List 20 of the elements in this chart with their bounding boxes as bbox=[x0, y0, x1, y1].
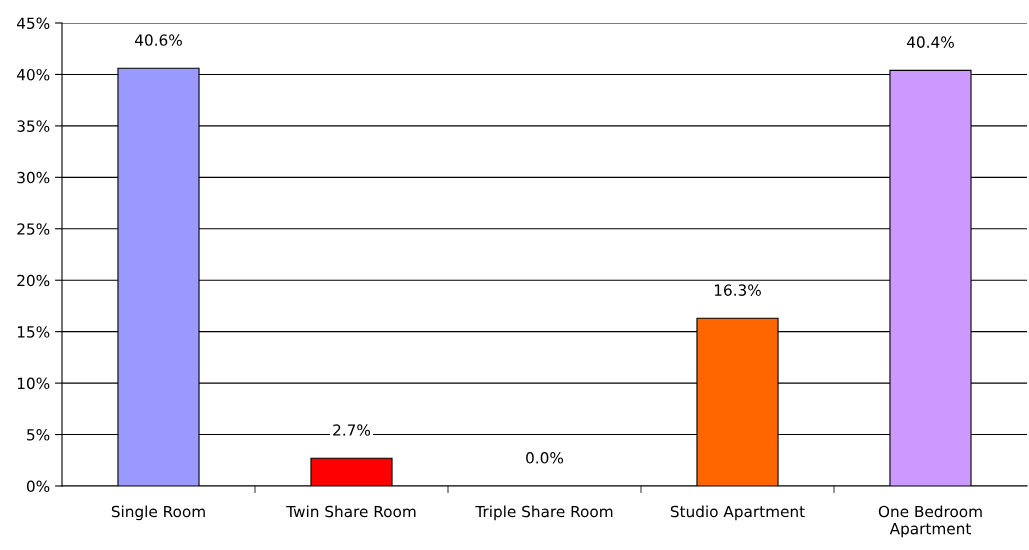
x-tick-label: Studio Apartment bbox=[670, 505, 805, 521]
data-label: 2.7% bbox=[333, 424, 371, 436]
data-label: 40.4% bbox=[906, 36, 954, 48]
x-tick-label: Twin Share Room bbox=[286, 505, 416, 518]
y-tick-label: 25% bbox=[17, 223, 50, 235]
data-label: 16.3% bbox=[714, 284, 761, 296]
y-tick-label: 5% bbox=[27, 429, 50, 441]
data-label: 40.6% bbox=[134, 34, 182, 46]
y-tick-label: 0% bbox=[26, 480, 50, 493]
y-tick-label: 15% bbox=[17, 326, 50, 338]
y-tick-label: 35% bbox=[17, 120, 50, 132]
x-tick-label: Single Room bbox=[111, 505, 205, 521]
y-tick-label: 10% bbox=[17, 377, 50, 390]
x-tick-label: One Bedroom Apartment bbox=[878, 505, 982, 538]
y-tick-label: 30% bbox=[17, 171, 50, 184]
data-label: 0.0% bbox=[526, 452, 564, 464]
y-tick-label: 20% bbox=[17, 274, 50, 287]
y-tick-label: 40% bbox=[16, 68, 50, 81]
y-tick-label: 45% bbox=[16, 17, 50, 30]
x-tick-label: Triple Share Room bbox=[475, 505, 613, 521]
